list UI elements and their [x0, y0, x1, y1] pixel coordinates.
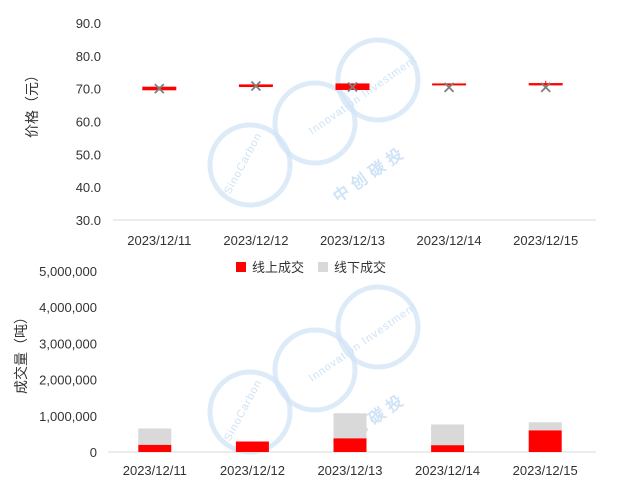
- price-y-tick-label: 40.0: [76, 180, 101, 195]
- volume-y-tick-label: 3,000,000: [39, 336, 97, 351]
- volume-x-ticks: 2023/12/11 2023/12/12 2023/12/13 2023/12/14…: [123, 463, 578, 478]
- marker-stroke: [443, 82, 455, 93]
- offline-price-marker: [347, 81, 358, 93]
- price-x-tick-label: 2023/12/15: [513, 233, 578, 248]
- price-y-ticks: 90.0 80.0 70.0 60.0 50.0 40.0 30.0: [76, 16, 101, 228]
- bar-online: [431, 445, 465, 452]
- legend-swatch-online: [236, 262, 246, 272]
- watermark-ring: [207, 122, 293, 208]
- volume-legend: 线上成交 线下成交: [236, 260, 386, 276]
- watermark-ring: [272, 80, 358, 166]
- bar-online: [235, 441, 269, 452]
- price-x-tick-label: 2023/12/11: [127, 233, 191, 248]
- marker-stroke: [154, 83, 165, 94]
- candle-body: [528, 83, 563, 86]
- bar-offline: [431, 424, 465, 446]
- price-y-tick-label: 90.0: [76, 16, 101, 31]
- marker-stroke: [540, 82, 551, 93]
- offline-price-marker: [250, 80, 262, 92]
- price-chart: 价格（元） 90.0 80.0 70.0 60.0 50.0 40.0 30.0 2023/…: [25, 16, 596, 248]
- marker-stroke: [250, 80, 262, 92]
- volume-y-ticks: 5,000,000 4,000,000 3,000,000 2,000,000 1,00…: [39, 264, 97, 460]
- volume-x-tick-label: 2023/12/13: [317, 463, 382, 478]
- volume-y-tick-label: 4,000,000: [39, 300, 97, 315]
- bar-offline: [333, 413, 367, 439]
- candle-body: [432, 83, 467, 86]
- volume-y-tick-label: 5,000,000: [39, 264, 97, 279]
- volume-chart: 成交量（吨） 5,000,000 4,000,000 3,000,000 2,000,…: [13, 264, 596, 478]
- offline-price-marker: [154, 83, 165, 94]
- volume-y-tick-label: 1,000,000: [39, 409, 97, 424]
- bar-online: [528, 430, 562, 452]
- watermark-tagline-en: Innovation Investment: [307, 54, 419, 138]
- watermark-brand-en: SinoCarbon: [222, 131, 265, 197]
- offline-price-marker: [443, 82, 455, 93]
- legend-swatch-offline: [318, 262, 328, 272]
- price-markers: [154, 80, 551, 94]
- price-y-tick-label: 60.0: [76, 115, 101, 130]
- price-y-tick-label: 30.0: [76, 213, 101, 228]
- watermark-ring: [272, 327, 358, 413]
- legend-label-online: 线上成交: [252, 260, 304, 276]
- bar-online: [138, 444, 172, 452]
- volume-x-tick-label: 2023/12/14: [415, 463, 480, 478]
- bar-offline: [528, 422, 562, 431]
- watermark-brand-en: SinoCarbon: [222, 378, 265, 444]
- bar-online: [333, 438, 367, 452]
- volume-y-axis-label: 成交量（吨）: [13, 310, 30, 394]
- watermark-ring: [335, 284, 421, 370]
- offline-price-marker: [540, 82, 551, 93]
- volume-x-tick-label: 2023/12/11: [123, 463, 187, 478]
- price-x-tick-label: 2023/12/12: [223, 233, 288, 248]
- watermark-ring: [335, 37, 421, 123]
- legend-label-offline: 线下成交: [334, 260, 386, 276]
- price-candles: [142, 80, 563, 91]
- volume-bars: [138, 413, 562, 452]
- price-y-tick-label: 70.0: [76, 82, 101, 97]
- price-y-axis-label: 价格（元）: [25, 68, 41, 138]
- volume-y-tick-label: 0: [90, 445, 97, 460]
- price-y-tick-label: 50.0: [76, 147, 101, 162]
- price-x-tick-label: 2023/12/14: [417, 233, 482, 248]
- marker-stroke: [347, 81, 358, 93]
- volume-x-tick-label: 2023/12/15: [513, 463, 578, 478]
- price-y-tick-label: 80.0: [76, 49, 101, 64]
- price-x-tick-label: 2023/12/13: [320, 233, 385, 248]
- volume-x-tick-label: 2023/12/12: [220, 463, 285, 478]
- watermark-tagline-en: Innovation Investment: [307, 301, 419, 385]
- bar-offline: [138, 428, 172, 445]
- price-x-ticks: 2023/12/11 2023/12/12 2023/12/13 2023/12/14…: [127, 233, 578, 248]
- volume-y-tick-label: 2,000,000: [39, 373, 97, 388]
